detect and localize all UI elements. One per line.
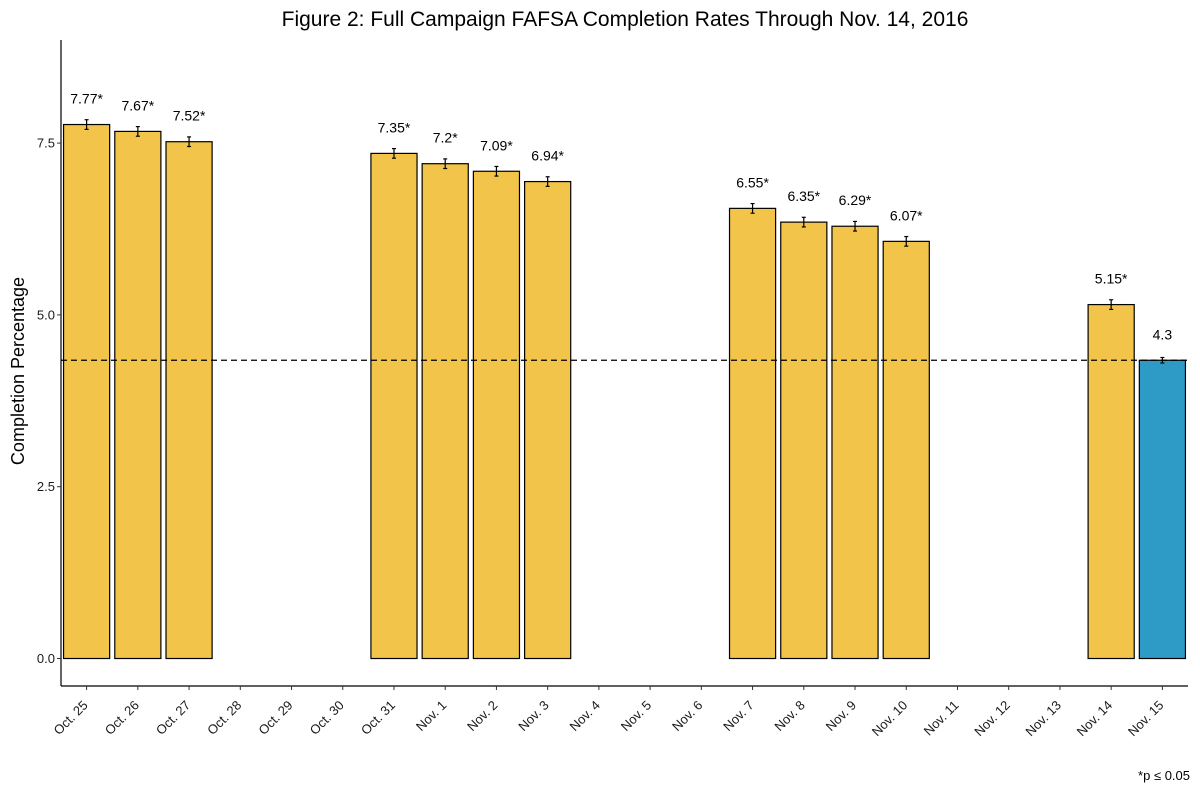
x-tick-label: Nov. 1 bbox=[413, 698, 449, 734]
y-tick-label: 2.5 bbox=[37, 479, 55, 494]
x-tick-label: Nov. 4 bbox=[567, 698, 603, 734]
data-label: 4.3 bbox=[1153, 326, 1173, 342]
y-tick-label: 0.0 bbox=[37, 651, 55, 666]
data-label: 5.15* bbox=[1095, 271, 1128, 287]
data-label: 7.35* bbox=[378, 119, 411, 135]
data-label: 7.77* bbox=[70, 91, 103, 107]
x-tick-label: Nov. 13 bbox=[1022, 698, 1064, 740]
bar bbox=[728, 207, 777, 660]
bar bbox=[62, 123, 111, 660]
data-label: 6.07* bbox=[890, 207, 923, 223]
data-label: 7.52* bbox=[173, 108, 206, 124]
x-tick-label: Oct. 29 bbox=[255, 698, 295, 738]
y-tick-label: 7.5 bbox=[37, 136, 55, 151]
y-axis-label: Completion Percentage bbox=[8, 277, 28, 465]
x-tick-label: Nov. 3 bbox=[515, 698, 551, 734]
x-tick-label: Oct. 26 bbox=[102, 698, 142, 738]
data-label: 7.09* bbox=[480, 137, 513, 153]
x-tick-label: Nov. 9 bbox=[823, 698, 859, 734]
plot-area: 0.0 2.5 5.0 7.5 Oct. 25 7.77* Oct. 26 7.67* Oct.… bbox=[37, 40, 1188, 739]
y-tick-label: 5.0 bbox=[37, 307, 55, 322]
x-tick-label: Oct. 31 bbox=[358, 698, 398, 738]
bar bbox=[1087, 303, 1135, 660]
chart-title: Figure 2: Full Campaign FAFSA Completion… bbox=[282, 8, 969, 31]
bar bbox=[882, 240, 930, 660]
x-tick-label: Nov. 10 bbox=[869, 698, 911, 740]
bar bbox=[472, 170, 521, 660]
bar bbox=[421, 163, 469, 660]
data-label: 6.29* bbox=[839, 192, 872, 208]
footnote: *p ≤ 0.05 bbox=[1138, 768, 1190, 783]
bar bbox=[1138, 359, 1187, 660]
x-tick-label: Nov. 6 bbox=[669, 698, 705, 734]
x-tick-label: Nov. 15 bbox=[1125, 698, 1167, 740]
x-tick-label: Nov. 8 bbox=[771, 698, 807, 734]
x-tick-label: Nov. 2 bbox=[464, 698, 500, 734]
x-tick-label: Nov. 11 bbox=[921, 698, 962, 739]
bar bbox=[165, 141, 213, 660]
bar bbox=[370, 152, 418, 660]
data-label: 6.94* bbox=[531, 148, 564, 164]
x-tick-label: Oct. 25 bbox=[50, 698, 90, 738]
x-tick-label: Oct. 28 bbox=[204, 698, 244, 738]
data-label: 7.67* bbox=[121, 97, 154, 113]
x-tick-label: Nov. 5 bbox=[618, 698, 654, 734]
x-tick-label: Nov. 7 bbox=[720, 698, 756, 734]
x-tick-label: Oct. 30 bbox=[307, 698, 347, 738]
bar bbox=[831, 225, 879, 660]
x-tick-label: Oct. 27 bbox=[153, 698, 193, 738]
bar bbox=[114, 130, 162, 660]
data-label: 6.55* bbox=[736, 174, 769, 190]
bar bbox=[780, 221, 828, 660]
x-tick-label: Nov. 14 bbox=[1074, 698, 1116, 740]
x-tick-label: Nov. 12 bbox=[971, 698, 1013, 740]
data-label: 7.2* bbox=[433, 130, 458, 146]
bar bbox=[524, 180, 572, 660]
data-label: 6.35* bbox=[787, 188, 820, 204]
